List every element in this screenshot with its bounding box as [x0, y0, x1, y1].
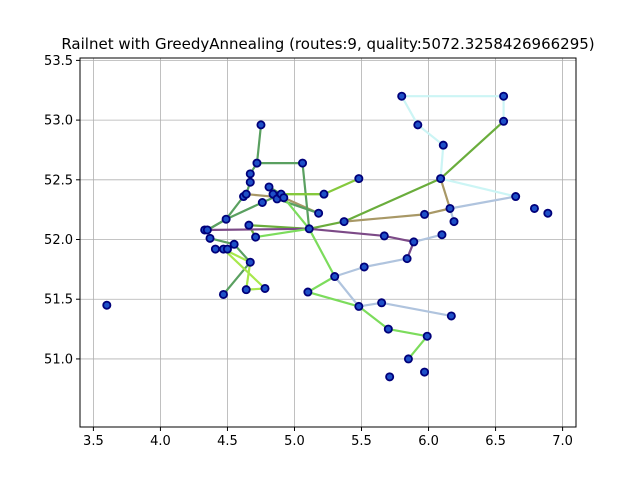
station-marker [359, 262, 369, 272]
station-marker [413, 120, 423, 130]
station-marker [422, 331, 432, 341]
route-line [416, 123, 517, 198]
y-tick-label: 52.5 [44, 173, 73, 188]
station-marker [511, 192, 521, 202]
station-marker [529, 203, 539, 213]
station-marker [436, 174, 446, 184]
station-marker [264, 182, 274, 192]
x-tick-label: 6.0 [418, 434, 439, 449]
station-marker [339, 217, 349, 227]
station-marker [221, 214, 231, 224]
station-marker [210, 244, 220, 254]
station-marker [257, 197, 267, 207]
station-marker [409, 237, 419, 247]
y-tick-label: 51.0 [44, 352, 73, 367]
station-marker [437, 230, 447, 240]
route-line [400, 95, 419, 127]
x-tick-label: 7.0 [552, 434, 573, 449]
station-marker [241, 189, 251, 199]
y-tick-label: 51.5 [44, 293, 73, 308]
station-marker [303, 287, 313, 297]
x-tick-label: 4.0 [150, 434, 171, 449]
grid-lines [80, 58, 576, 427]
station-marker [446, 311, 456, 321]
station-marker [245, 257, 255, 267]
station-marker [251, 232, 261, 242]
station-marker [449, 217, 459, 227]
station-marker [241, 285, 251, 295]
station-marker [314, 208, 324, 218]
station-marker [402, 254, 412, 264]
station-marker [397, 91, 407, 101]
station-marker [252, 158, 262, 168]
station-marker [218, 289, 228, 299]
station-marker [229, 239, 239, 249]
x-tick-label: 4.5 [217, 434, 238, 449]
y-axis: 51.0 51.5 52.0 52.5 53.0 53.5 [44, 54, 80, 367]
y-tick-label: 53.0 [44, 114, 73, 129]
station-marker [245, 169, 255, 179]
station-marker [438, 140, 448, 150]
x-tick-label: 6.5 [485, 434, 506, 449]
station-marker [102, 300, 112, 310]
station-marker [298, 158, 308, 168]
plot-frame [79, 57, 577, 428]
station-marker [245, 177, 255, 187]
station-marker [420, 367, 430, 377]
route-line [254, 227, 311, 239]
station-marker [403, 354, 413, 364]
station-marker [205, 233, 215, 243]
x-tick-label: 5.0 [284, 434, 305, 449]
station-marker [377, 298, 387, 308]
y-tick-label: 52.0 [44, 233, 73, 248]
station-marker [222, 244, 232, 254]
station-marker [319, 189, 329, 199]
station-marker [543, 208, 553, 218]
station-marker [499, 116, 509, 126]
station-marker [330, 272, 340, 282]
station-marker [354, 174, 364, 184]
station-marker [420, 209, 430, 219]
station-marker [354, 301, 364, 311]
station-marker [256, 120, 266, 130]
y-tick-label: 53.5 [44, 54, 73, 69]
station-marker [244, 220, 254, 230]
station-marker [260, 283, 270, 293]
x-tick-label: 3.5 [83, 434, 104, 449]
route-line [208, 237, 252, 296]
x-tick-label: 5.5 [351, 434, 372, 449]
station-marker [279, 193, 289, 203]
route-line [448, 195, 517, 210]
route-line [343, 177, 452, 223]
station-marker [445, 203, 455, 213]
station-marker [499, 91, 509, 101]
station-marker [383, 324, 393, 334]
station-markers [102, 91, 553, 382]
station-marker [385, 372, 395, 382]
station-marker [202, 225, 212, 235]
chart-title: Railnet with GreedyAnnealing (routes:9, … [61, 35, 594, 53]
route-line [282, 196, 429, 360]
x-axis: 3.5 4.0 4.5 5.0 5.5 6.0 6.5 7.0 [83, 427, 573, 449]
station-marker [379, 231, 389, 241]
route-line [255, 123, 311, 230]
station-marker [304, 224, 314, 234]
